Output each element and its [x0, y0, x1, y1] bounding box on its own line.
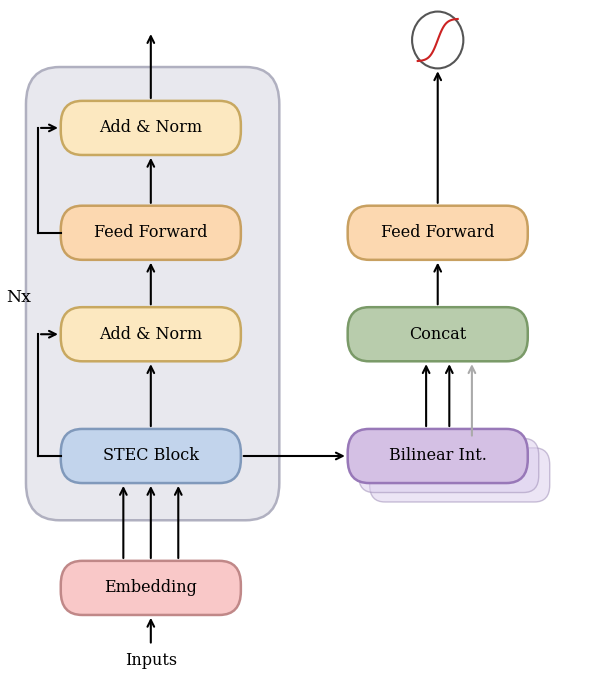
Text: Nx: Nx [6, 288, 31, 306]
FancyBboxPatch shape [26, 67, 279, 520]
Text: Feed Forward: Feed Forward [94, 224, 208, 241]
FancyBboxPatch shape [347, 307, 528, 361]
FancyBboxPatch shape [61, 206, 241, 260]
Text: Feed Forward: Feed Forward [381, 224, 495, 241]
Text: STEC Block: STEC Block [103, 447, 199, 464]
FancyBboxPatch shape [370, 448, 549, 502]
FancyBboxPatch shape [61, 307, 241, 361]
FancyBboxPatch shape [61, 561, 241, 615]
Text: Concat: Concat [409, 326, 466, 343]
Text: Inputs: Inputs [125, 653, 177, 670]
Text: Embedding: Embedding [104, 580, 197, 596]
FancyBboxPatch shape [347, 429, 528, 483]
FancyBboxPatch shape [359, 439, 539, 492]
FancyBboxPatch shape [347, 206, 528, 260]
FancyBboxPatch shape [61, 101, 241, 155]
Circle shape [412, 12, 463, 68]
FancyBboxPatch shape [61, 429, 241, 483]
Text: Bilinear Int.: Bilinear Int. [389, 447, 487, 464]
Text: Add & Norm: Add & Norm [99, 119, 203, 136]
Text: Add & Norm: Add & Norm [99, 326, 203, 343]
